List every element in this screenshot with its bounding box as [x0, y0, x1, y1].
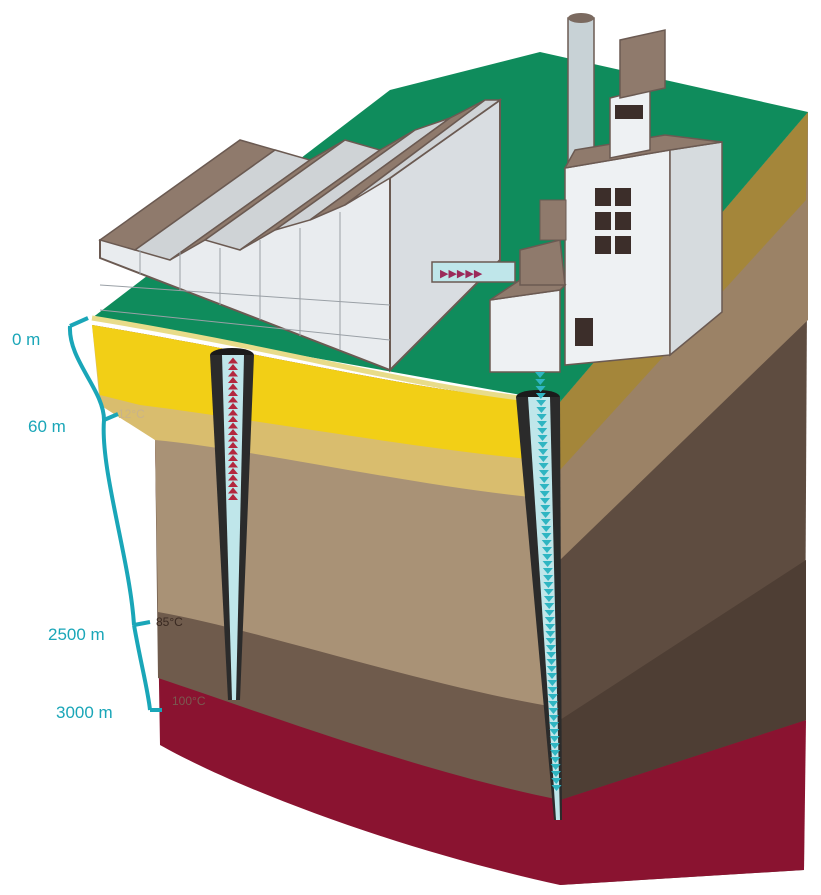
temperature-label-2500: 85°C	[156, 615, 183, 629]
depth-label-0: 0 m	[12, 330, 40, 349]
depth-label-2500: 2500 m	[48, 625, 105, 644]
heat-connector: ▶▶▶▶▶	[432, 262, 515, 282]
block-front-face	[92, 325, 560, 885]
temperature-label-3000: 100°C	[172, 694, 206, 708]
depth-label-3000: 3000 m	[56, 703, 113, 722]
svg-text:▶▶▶▶▶: ▶▶▶▶▶	[440, 267, 483, 280]
depth-label-60: 60 m	[28, 417, 66, 436]
temperature-label-60: 12°C	[118, 407, 145, 421]
